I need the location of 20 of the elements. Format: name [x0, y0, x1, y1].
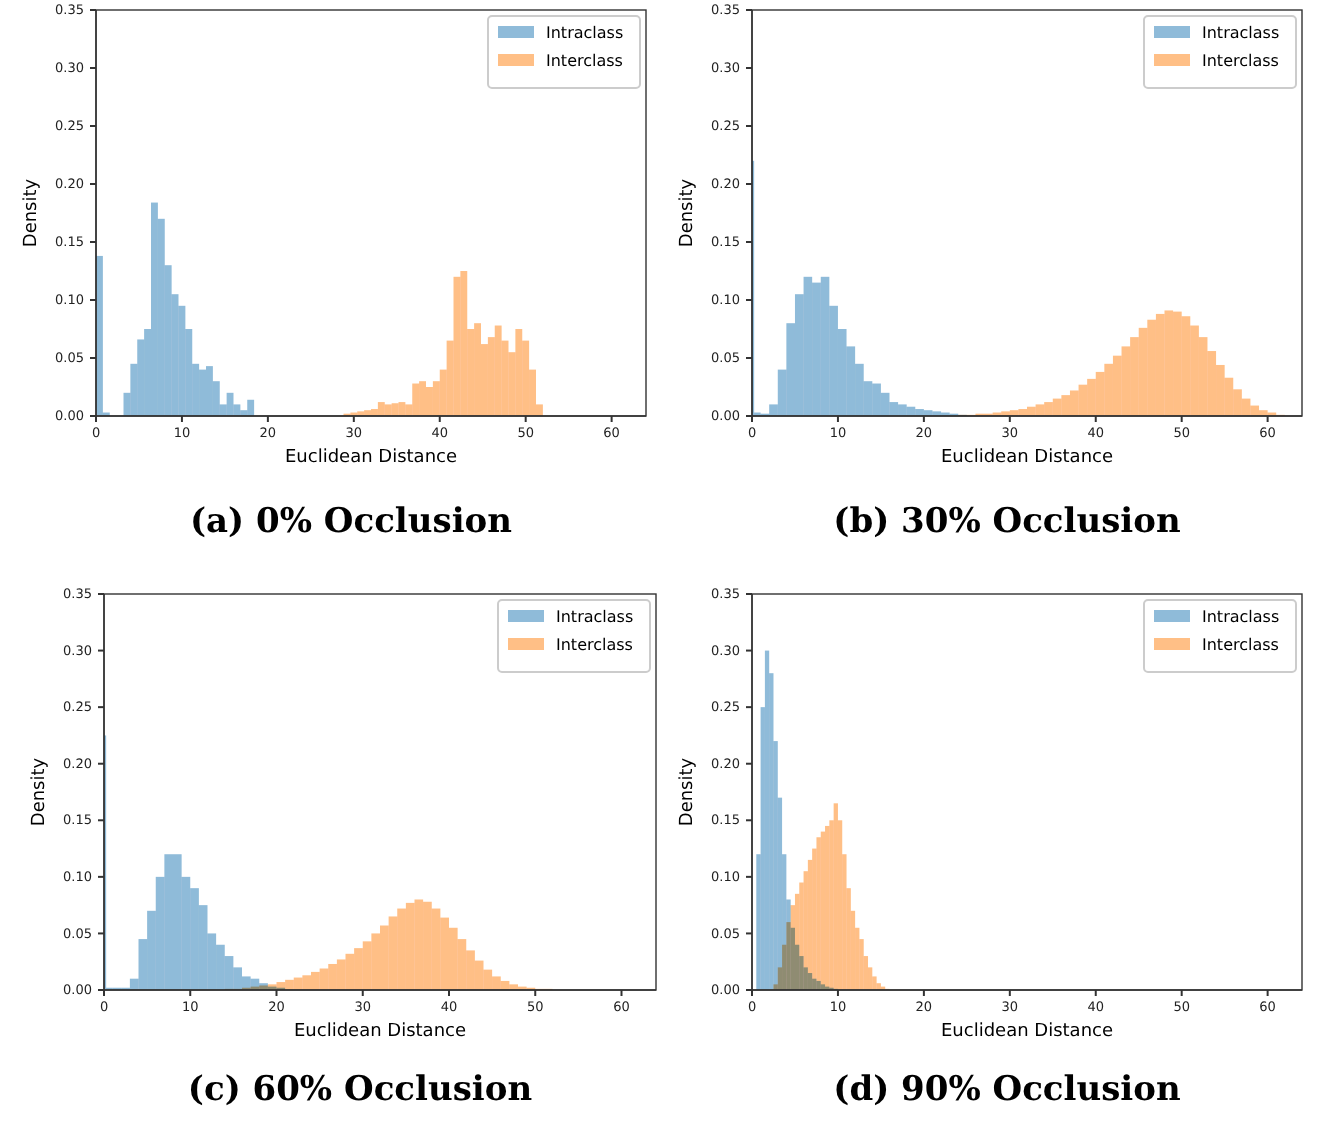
- legend-label: Interclass: [1202, 52, 1279, 70]
- y-axis-title: Density: [30, 756, 50, 827]
- legend-label: Interclass: [556, 636, 633, 654]
- legend-label: Intraclass: [1202, 608, 1280, 626]
- x-axis-title: Euclidean Distance: [940, 448, 1114, 468]
- legend-label: Intraclass: [556, 608, 634, 626]
- x-axis-title: Euclidean Distance: [284, 448, 458, 468]
- text: (b) 30% Occlusion: [833, 502, 1181, 542]
- y-axis-title: Density: [678, 177, 698, 248]
- legend-label: Intraclass: [546, 24, 624, 42]
- x-axis-title: Euclidean Distance: [293, 1022, 467, 1042]
- text: (d) 90% Occlusion: [833, 1070, 1181, 1110]
- text: (c) 60% Occlusion: [187, 1070, 533, 1110]
- legend-label: Interclass: [1202, 636, 1279, 654]
- text: (a) 0% Occlusion: [190, 502, 512, 542]
- x-axis-title: Euclidean Distance: [940, 1022, 1114, 1042]
- legend-label: Intraclass: [1202, 24, 1280, 42]
- y-axis-title: Density: [678, 756, 698, 827]
- legend-label: Interclass: [546, 52, 623, 70]
- y-axis-title: Density: [22, 177, 42, 248]
